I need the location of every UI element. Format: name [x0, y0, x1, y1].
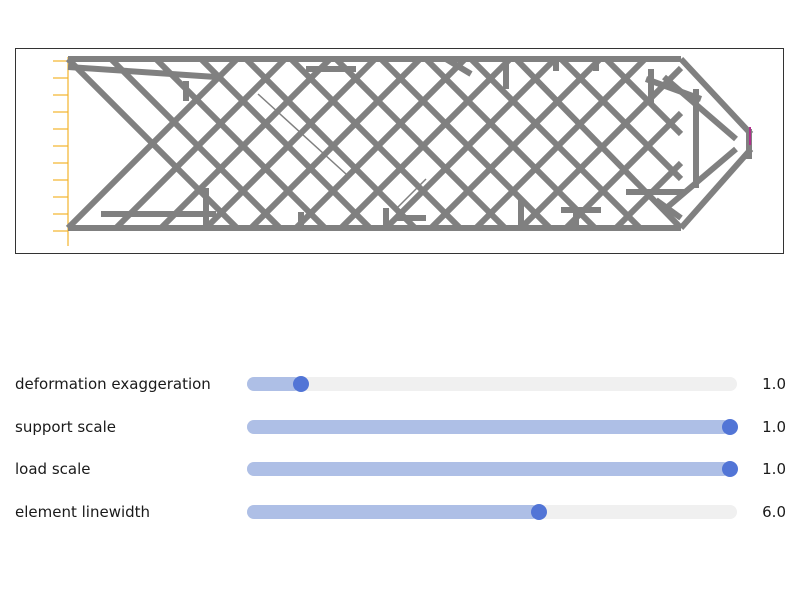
truss-element [662, 146, 738, 213]
truss-element [678, 56, 754, 137]
slider-load-scale: load scale 1.0 [0, 457, 800, 481]
slider-handle[interactable] [292, 376, 309, 392]
truss-plot [15, 48, 784, 254]
slider-track[interactable] [247, 419, 738, 435]
slider-value: 1.0 [762, 375, 786, 393]
truss-element [378, 56, 553, 231]
slider-label: element linewidth [15, 503, 151, 521]
truss-element [518, 65, 684, 231]
slider-support-scale: support scale 1.0 [0, 415, 800, 439]
slider-handle[interactable] [721, 419, 738, 435]
truss-element [153, 56, 328, 231]
truss-element [654, 197, 683, 221]
truss-element [428, 56, 603, 231]
truss-elements [65, 56, 754, 231]
truss-element [248, 56, 423, 231]
truss-element [67, 64, 217, 80]
truss-element [444, 56, 473, 77]
slider-value: 1.0 [762, 418, 786, 436]
truss-element [65, 56, 240, 231]
truss-element [473, 56, 648, 231]
truss-structure-canvas [53, 56, 754, 246]
truss-element [613, 160, 684, 231]
truss-element [513, 56, 684, 231]
slider-fill [247, 420, 730, 434]
truss-element [395, 178, 427, 210]
truss-element [158, 56, 333, 231]
support-markers [53, 57, 69, 246]
truss-element [257, 93, 347, 175]
truss-element [678, 147, 754, 230]
truss-element [113, 56, 288, 231]
slider-fill [247, 377, 301, 391]
truss-element [333, 56, 508, 231]
slider-label: support scale [15, 418, 117, 436]
truss-element [243, 56, 418, 231]
slider-track[interactable] [247, 504, 737, 520]
slider-element-linewidth: element linewidth 6.0 [0, 500, 800, 524]
truss-element [383, 56, 558, 231]
truss-element [288, 56, 463, 231]
truss-element [423, 56, 598, 231]
slider-fill [247, 462, 730, 476]
slider-handle[interactable] [721, 461, 738, 477]
truss-element [468, 56, 643, 231]
slider-label: deformation exaggeration [15, 375, 211, 393]
truss-element [662, 74, 738, 142]
truss-element [198, 56, 373, 231]
slider-label: load scale [15, 460, 91, 478]
slider-handle[interactable] [530, 504, 547, 520]
slider-track[interactable] [247, 376, 737, 392]
slider-fill [247, 505, 539, 519]
truss-element [338, 56, 513, 231]
truss-element [203, 56, 378, 231]
truss-element [293, 56, 468, 231]
slider-deformation-exaggeration: deformation exaggeration 1.0 [0, 372, 800, 396]
slider-track[interactable] [247, 461, 738, 477]
slider-value: 1.0 [762, 460, 786, 478]
truss-element [108, 56, 283, 231]
slider-value: 6.0 [762, 503, 786, 521]
